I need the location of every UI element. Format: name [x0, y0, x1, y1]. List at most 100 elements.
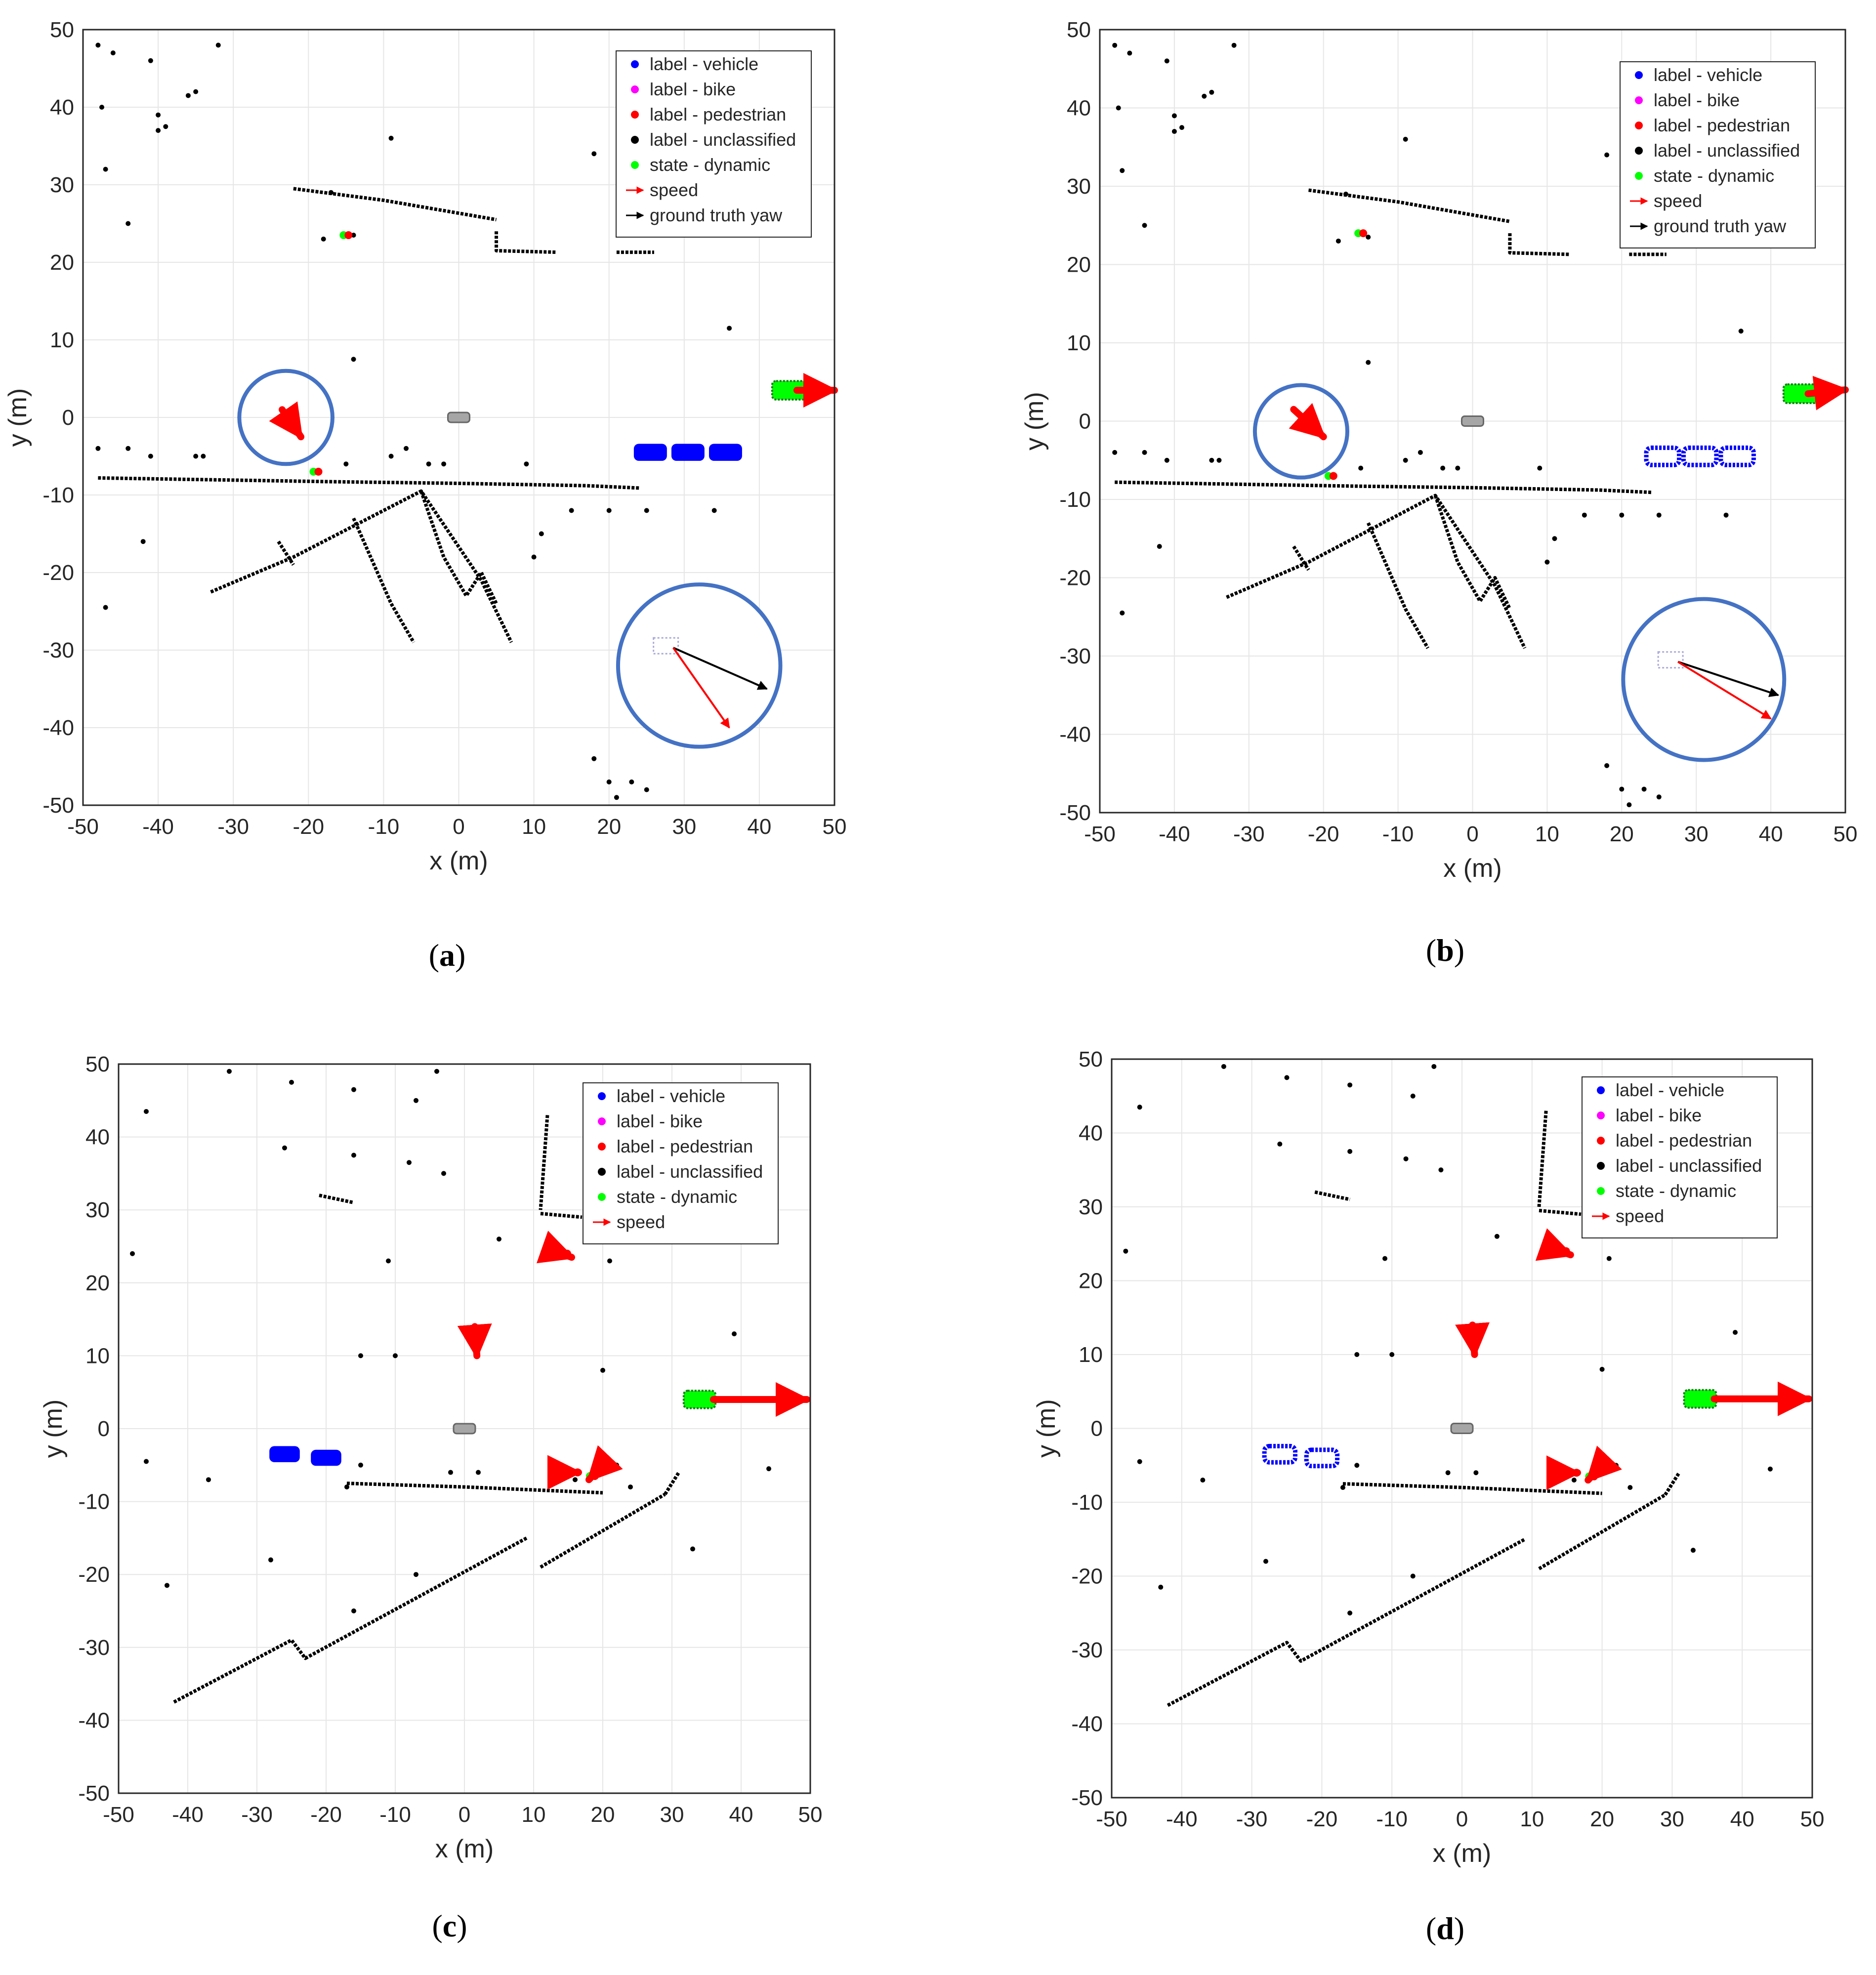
legend-marker-dot [1597, 1086, 1605, 1094]
unclassified-point [1200, 1478, 1206, 1483]
unclassified-point [1158, 1584, 1164, 1590]
vehicle-boxes [633, 444, 742, 461]
speed-arrow [585, 1445, 623, 1483]
legend-label: label - bike [1654, 90, 1740, 110]
legend-label: label - unclassified [650, 129, 796, 150]
chart-panel-d: -50 -40 -30 -20 -10 0 10 20 30 40 50 -50 -40 -30 -20 -1… [1032, 1047, 1824, 1946]
legend-marker-dot [631, 111, 639, 119]
unclassified-point [358, 1353, 363, 1358]
unclassified-point [1120, 610, 1125, 616]
x-tick-label: -10 [1382, 822, 1414, 846]
x-tick-label: -50 [103, 1803, 134, 1827]
x-tick-label: 0 [453, 815, 464, 839]
callout-circle-large [1621, 597, 1787, 762]
unclassified-point [607, 1258, 612, 1264]
unclassified-point [606, 779, 612, 784]
ego-vehicle [447, 411, 470, 423]
y-tick-label: 50 [1079, 1047, 1103, 1071]
y-tick-label: 40 [1067, 96, 1091, 121]
legend: label - vehicle label - bike label - pedes… [1620, 61, 1816, 248]
legend-label: label - pedestrian [650, 104, 786, 124]
legend-label: label - vehicle [617, 1086, 725, 1106]
unclassified-point [1202, 93, 1207, 99]
legend-label: label - pedestrian [1654, 115, 1790, 135]
legend-marker-dot [1597, 1162, 1605, 1170]
unclassified-point [351, 1152, 356, 1158]
unclassified-point [1340, 1485, 1345, 1490]
unclassified-point [1571, 1478, 1577, 1483]
callout-circle-small [1252, 383, 1349, 480]
unclassified-point [1613, 1463, 1619, 1468]
legend-label: state - dynamic [650, 155, 770, 175]
y-tick-label: 50 [85, 1052, 110, 1076]
unclassified-point [351, 1087, 356, 1092]
unclassified-point [227, 1069, 232, 1074]
legend-box [1582, 1076, 1778, 1238]
x-tick-label: 20 [1610, 822, 1634, 846]
unclassified-point [1641, 786, 1647, 792]
x-tick-label: 20 [597, 815, 621, 839]
unclassified-wall [346, 1481, 603, 1495]
legend-marker-dot [631, 60, 639, 68]
x-tick-label: 30 [660, 1803, 684, 1827]
ego-vehicle [453, 1423, 476, 1435]
y-tick-label: 10 [1067, 331, 1091, 355]
vehicle-box [633, 444, 667, 461]
unclassified-point [539, 531, 544, 536]
unclassified-point [591, 151, 597, 157]
unclassified-wall [1538, 1493, 1666, 1570]
pedestrian-point [314, 467, 323, 476]
y-tick-label: -30 [78, 1636, 110, 1660]
unclassified-point [1127, 50, 1132, 56]
unclassified-point [1445, 1470, 1451, 1476]
wall-points [98, 187, 654, 644]
unclassified-point [441, 461, 447, 467]
y-tick-label: 0 [62, 406, 74, 430]
vehicle-box [1304, 1447, 1340, 1469]
y-tick-label: 10 [50, 328, 74, 352]
panel-label: (d) [1426, 1911, 1464, 1946]
unclassified-point [434, 1069, 439, 1074]
unclassified-point [407, 1160, 412, 1165]
ego-vehicle [1461, 415, 1484, 427]
legend-marker-dot [1635, 71, 1643, 79]
unclassified-point [614, 795, 619, 800]
unclassified-point [282, 1145, 287, 1151]
y-tick-label: 30 [50, 173, 74, 197]
unclassified-point [1116, 105, 1121, 111]
chart-panel-a: -50 -40 -30 -20 -10 0 10 20 30 40 50 -50 -40 -30 -20 -1… [3, 18, 846, 973]
vehicle-box [1681, 445, 1719, 467]
x-tick-label: -50 [1096, 1807, 1127, 1831]
y-tick-label: -10 [78, 1490, 110, 1514]
x-tick-label: 0 [1466, 822, 1478, 846]
unclassified-wall [1167, 1537, 1526, 1707]
unclassified-wall [173, 1536, 528, 1704]
unclassified-point [1112, 450, 1118, 455]
unclassified-point [165, 1583, 169, 1588]
x-axis-label: x (m) [435, 1835, 494, 1863]
unclassified-point [156, 112, 161, 118]
x-tick-label: -50 [1084, 822, 1116, 846]
dynamic-vehicle-box [1782, 383, 1819, 405]
legend-label: label - vehicle [1654, 65, 1762, 85]
unclassified-point [448, 1470, 453, 1475]
unclassified-point [569, 508, 574, 513]
legend-label: label - vehicle [1616, 1080, 1724, 1100]
unclassified-point [1627, 1485, 1633, 1490]
legend-label: state - dynamic [1654, 165, 1774, 186]
unclassified-point [388, 135, 394, 141]
y-tick-label: 40 [85, 1125, 110, 1150]
vehicle-box [671, 444, 705, 461]
x-tick-label: 0 [459, 1803, 470, 1827]
x-tick-label: 0 [1456, 1807, 1468, 1831]
y-axis-label: y (m) [3, 388, 32, 447]
unclassified-wall [319, 1193, 354, 1204]
unclassified-point [1626, 802, 1632, 808]
unclassified-point [606, 508, 612, 513]
unclassified-point [1179, 125, 1184, 130]
y-tick-label: -10 [1059, 488, 1091, 512]
x-tick-label: -10 [368, 815, 400, 839]
unclassified-point [1277, 1141, 1283, 1147]
y-tick-label: 20 [50, 250, 74, 275]
legend-marker-dot [631, 161, 639, 169]
